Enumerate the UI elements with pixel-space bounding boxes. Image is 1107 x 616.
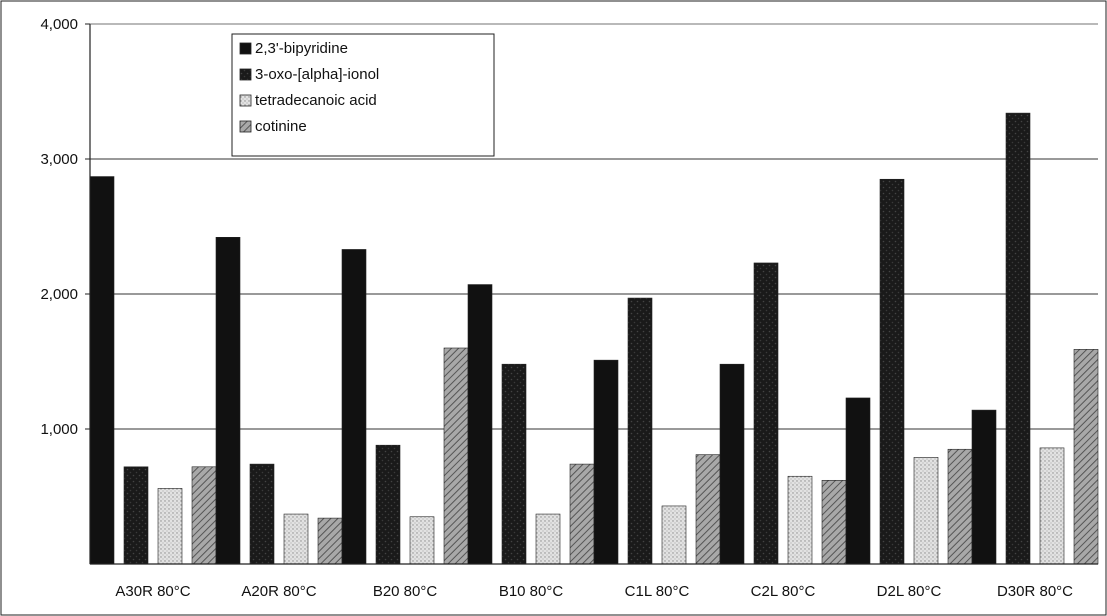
bar-3-4 bbox=[535, 513, 561, 565]
bar-1-5 bbox=[593, 359, 619, 565]
bar-1-1 bbox=[89, 176, 115, 565]
bar-2-3 bbox=[375, 444, 401, 565]
bar-1-3 bbox=[341, 249, 367, 565]
bar-4-6 bbox=[821, 479, 847, 565]
bar-1-6 bbox=[719, 363, 745, 565]
bar-1-4 bbox=[467, 284, 493, 565]
x-category-label: A20R 80°C bbox=[241, 583, 316, 600]
bar-3-7 bbox=[913, 457, 939, 565]
bar-4-4 bbox=[569, 463, 595, 565]
x-axis-categories: A30R 80°C A20R 80°C B20 80°C B10 80°C C1L 80… bbox=[115, 583, 1073, 600]
x-category-label: C1L 80°C bbox=[625, 583, 690, 600]
bar-3-6 bbox=[787, 475, 813, 565]
bar-4-8 bbox=[1073, 349, 1099, 565]
bar-4-7 bbox=[947, 448, 973, 565]
bar-1-7 bbox=[845, 397, 871, 565]
legend: 2,3'-bipyridine 3-oxo-[alpha]-ionol tetrad… bbox=[231, 33, 495, 157]
legend-label: 2,3'-bipyridine bbox=[255, 40, 348, 57]
bar-3-5 bbox=[661, 505, 687, 565]
bar-2-8 bbox=[1005, 112, 1031, 565]
legend-label: cotinine bbox=[255, 118, 307, 135]
legend-swatch bbox=[239, 120, 252, 133]
x-category-label: D2L 80°C bbox=[877, 583, 942, 600]
legend-swatch bbox=[239, 94, 252, 107]
x-category-label: B20 80°C bbox=[373, 583, 438, 600]
x-category-label: C2L 80°C bbox=[751, 583, 816, 600]
bar-4-1 bbox=[191, 466, 217, 565]
legend-swatch bbox=[239, 42, 252, 55]
bar-4-3 bbox=[443, 347, 469, 565]
x-category-label: B10 80°C bbox=[499, 583, 564, 600]
x-category-label: A30R 80°C bbox=[115, 583, 190, 600]
bar-2-4 bbox=[501, 363, 527, 565]
y-tick-label: 3,000 bbox=[40, 151, 78, 168]
bar-2-5 bbox=[627, 297, 653, 565]
bar-1-2 bbox=[215, 237, 241, 565]
bar-2-7 bbox=[879, 178, 905, 565]
y-tick-label: 1,000 bbox=[40, 421, 78, 438]
bar-4-2 bbox=[317, 517, 343, 565]
bar-2-6 bbox=[753, 262, 779, 565]
bar-2-2 bbox=[249, 463, 275, 565]
y-tick-label: 4,000 bbox=[40, 16, 78, 33]
legend-label: 3-oxo-[alpha]-ionol bbox=[255, 66, 379, 83]
bar-3-2 bbox=[283, 513, 309, 565]
bar-1-8 bbox=[971, 409, 997, 565]
legend-label: tetradecanoic acid bbox=[255, 92, 377, 109]
x-category-label: D30R 80°C bbox=[997, 583, 1073, 600]
legend-swatch bbox=[239, 68, 252, 81]
bar-4-5 bbox=[695, 454, 721, 565]
y-axis-ticks: 1,000 2,000 3,000 4,000 bbox=[40, 16, 90, 438]
bar-3-3 bbox=[409, 516, 435, 565]
bars-layer bbox=[89, 112, 1099, 565]
bar-2-1 bbox=[123, 466, 149, 565]
bar-3-1 bbox=[157, 488, 183, 565]
bar-3-8 bbox=[1039, 447, 1065, 565]
legend-box bbox=[231, 33, 495, 157]
y-tick-label: 2,000 bbox=[40, 286, 78, 303]
